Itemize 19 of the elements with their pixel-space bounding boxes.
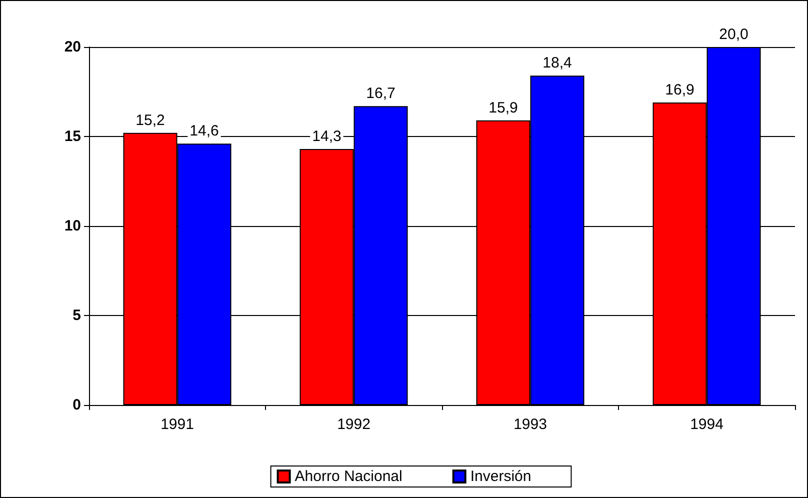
legend-label: Inversión (470, 468, 532, 485)
y-tick-label: 0 (72, 396, 81, 414)
y-tick-label: 20 (64, 38, 81, 56)
data-label: 18,4 (542, 54, 572, 72)
data-label: 16,9 (665, 81, 694, 98)
x-tick-label: 1992 (337, 416, 370, 433)
y-tick-label: 5 (72, 307, 81, 324)
x-tick-label: 1991 (160, 416, 194, 433)
data-label: 16,7 (366, 85, 396, 102)
legend-label: Ahorro Nacional (294, 468, 402, 485)
x-tick-label: 1993 (514, 416, 547, 433)
data-label: 20,0 (719, 26, 748, 43)
data-label: 14,3 (312, 128, 342, 146)
data-label: 14,6 (190, 122, 219, 140)
data-label: 15,9 (488, 99, 518, 116)
y-tick-label: 10 (64, 218, 81, 234)
x-tick-label: 1994 (690, 416, 724, 433)
y-tick-label: 15 (64, 128, 81, 145)
data-label: 15,2 (136, 112, 165, 129)
